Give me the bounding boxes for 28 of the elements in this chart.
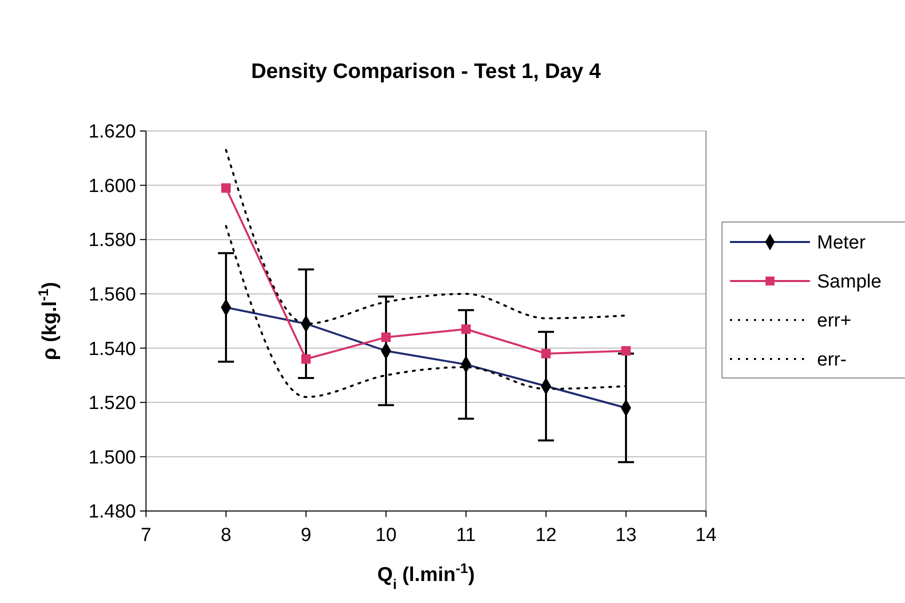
chart-title: Density Comparison - Test 1, Day 4 bbox=[251, 60, 602, 83]
x-axis-title: Q$_{i}$ (l.min$^{-1}$) bbox=[377, 560, 475, 592]
point bbox=[381, 332, 391, 342]
point bbox=[541, 348, 551, 358]
x-tick-label: 14 bbox=[695, 525, 717, 546]
x-tick-label: 8 bbox=[220, 525, 232, 546]
y-tick-label: 1.580 bbox=[88, 230, 136, 252]
legend-label: err+ bbox=[817, 310, 852, 332]
y-tick-label: 1.620 bbox=[88, 122, 136, 143]
x-tick-label: 10 bbox=[375, 525, 397, 546]
y-tick-label: 1.520 bbox=[88, 393, 136, 414]
point bbox=[621, 346, 631, 356]
point bbox=[301, 354, 311, 364]
point bbox=[221, 183, 231, 193]
y-tick-label: 1.600 bbox=[88, 176, 136, 197]
point bbox=[461, 324, 471, 334]
y-tick-label: 1.500 bbox=[88, 447, 136, 468]
y-tick-label: 1.540 bbox=[88, 338, 136, 360]
x-tick-label: 9 bbox=[300, 525, 312, 546]
y-tick-label: 1.560 bbox=[88, 284, 136, 306]
y-tick-label: 1.480 bbox=[88, 502, 136, 523]
x-tick-label: 7 bbox=[140, 525, 152, 546]
x-tick-label: 12 bbox=[535, 525, 557, 546]
legend-label: Meter bbox=[817, 232, 866, 254]
x-tick-label: 13 bbox=[615, 525, 637, 546]
legend-label: err- bbox=[817, 350, 847, 371]
legend-label: Sample bbox=[817, 272, 882, 293]
x-tick-label: 11 bbox=[456, 525, 476, 546]
